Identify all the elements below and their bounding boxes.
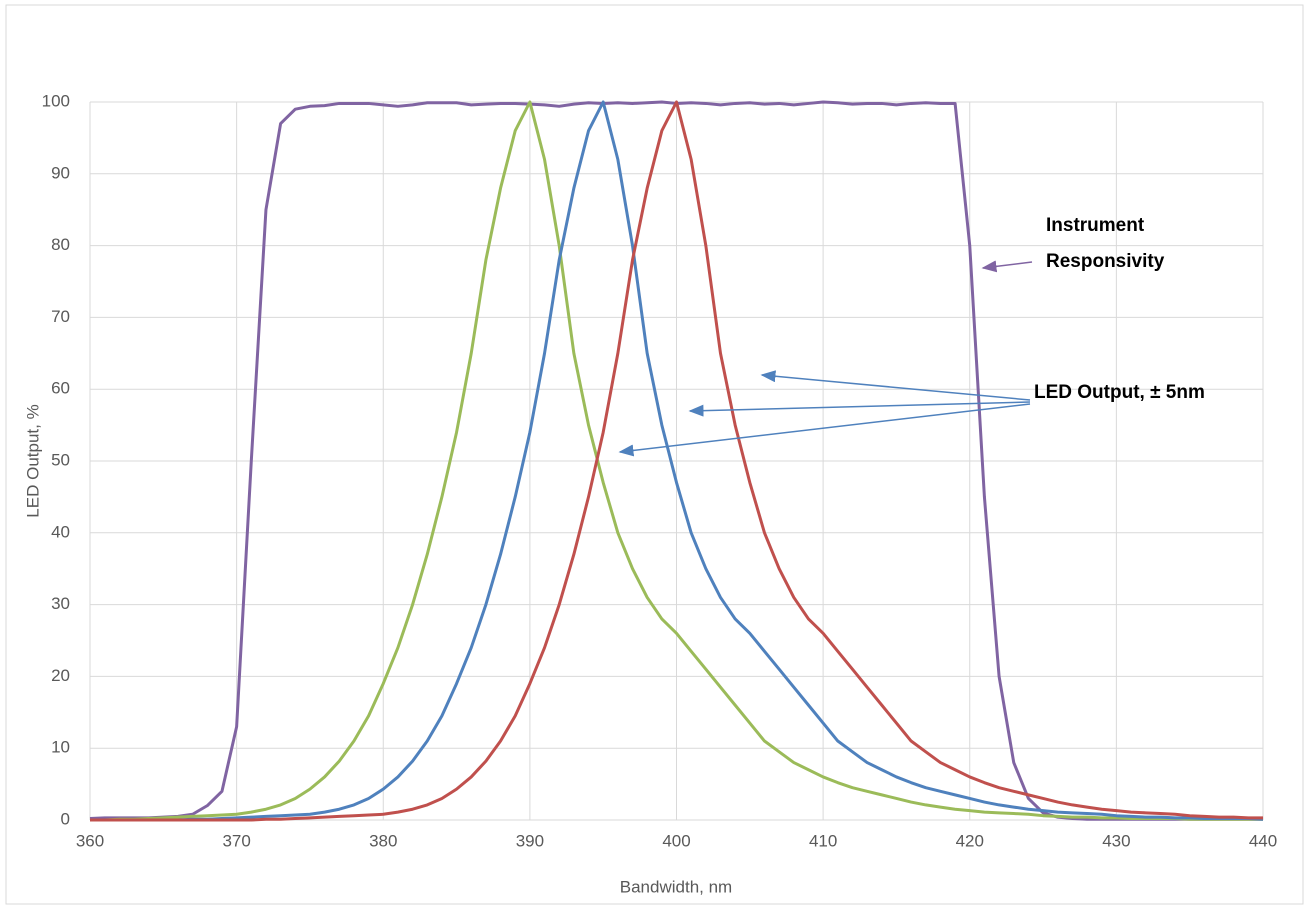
- arrow: [981, 260, 1033, 273]
- y-tick-label: 0: [61, 809, 70, 828]
- x-axis-label: Bandwidth, nm: [620, 877, 732, 896]
- series-line: [90, 100, 1263, 822]
- x-tick-label: 440: [1249, 831, 1277, 850]
- x-tick-label: 420: [956, 831, 984, 850]
- series-line: [90, 100, 1264, 822]
- y-tick-label: 70: [51, 307, 70, 326]
- annotation: Responsivity: [1046, 251, 1165, 272]
- y-tick-label: 90: [51, 163, 70, 182]
- arrow: [618, 403, 1031, 457]
- plot-area: 0 10 20 30 40 50 60 70 80 90 100 360 370 380 390 400 410…: [42, 91, 1278, 850]
- x-tick-label: 390: [516, 831, 544, 850]
- y-axis-label: LED Output, %: [23, 404, 42, 517]
- x-tick-label: 430: [1102, 831, 1130, 850]
- arrow: [688, 401, 1031, 417]
- chart-frame: [5, 4, 1304, 905]
- series-line: [90, 100, 1263, 822]
- x-tick-label: 360: [76, 831, 104, 850]
- y-tick-label: 30: [51, 594, 70, 613]
- annotation: LED Output, ± 5nm: [1034, 382, 1205, 403]
- y-tick-label: 60: [51, 379, 70, 398]
- x-tick-label: 400: [662, 831, 690, 850]
- y-tick-label: 10: [51, 738, 70, 757]
- y-tick-label: 40: [51, 522, 70, 541]
- x-tick-label: 370: [222, 831, 250, 850]
- annotation: Instrument: [1046, 215, 1145, 236]
- y-tick-label: 100: [42, 91, 70, 110]
- x-tick-label: 410: [809, 831, 837, 850]
- arrow: [760, 370, 1031, 401]
- y-tick-label: 50: [51, 450, 70, 469]
- x-tick-label: 380: [369, 831, 397, 850]
- y-tick-label: 80: [51, 235, 70, 254]
- y-tick-label: 20: [51, 666, 70, 685]
